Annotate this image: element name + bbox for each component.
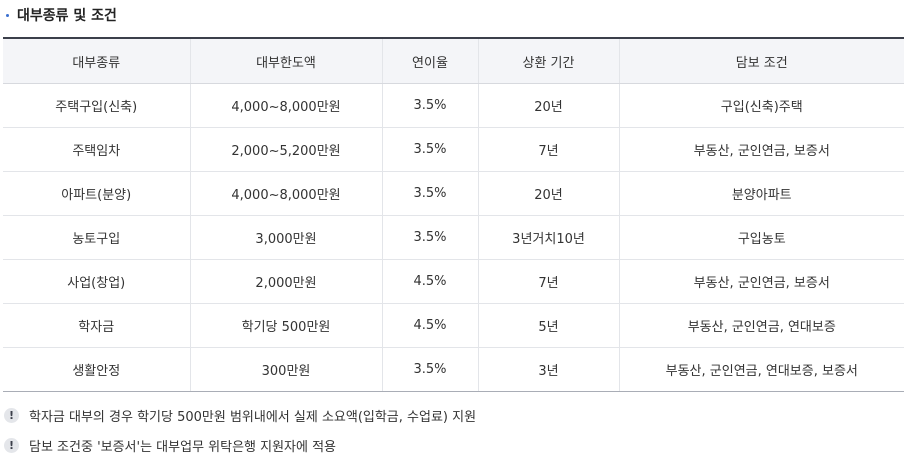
cell-repayment-period: 20년: [477, 171, 619, 216]
cell-loan-limit: 3,000만원: [189, 215, 382, 260]
cell-loan-type: 사업(창업): [3, 259, 190, 304]
notes-list: ! 학자금 대부의 경우 학기당 500만원 범위내에서 실제 소요액(입학금,…: [4, 404, 904, 464]
cell-loan-limit: 4,000~8,000만원: [189, 171, 382, 216]
table-row: 주택구입(신축) 4,000~8,000만원 3.5% 20년 구입(신축)주택: [3, 83, 904, 128]
cell-repayment-period: 3년: [477, 347, 619, 392]
table-row: 생활안정 300만원 3.5% 3년 부동산, 군인연금, 연대보증, 보증서: [3, 347, 904, 392]
table-header-row: 대부종류 대부한도액 연이율 상환 기간 담보 조건: [3, 37, 904, 84]
cell-repayment-period: 7년: [477, 127, 619, 172]
cell-interest-rate: 3.5%: [381, 215, 478, 260]
cell-collateral: 부동산, 군인연금, 연대보증: [618, 303, 904, 348]
cell-interest-rate: 3.5%: [381, 83, 478, 128]
table-row: 농토구입 3,000만원 3.5% 3년거치10년 구입농토: [3, 215, 904, 260]
table-row: 사업(창업) 2,000만원 4.5% 7년 부동산, 군인연금, 보증서: [3, 259, 904, 304]
cell-loan-type: 아파트(분양): [3, 171, 190, 216]
cell-loan-type: 학자금: [3, 303, 190, 348]
section-title: 대부종류 및 조건: [6, 6, 117, 24]
header-interest-rate: 연이율: [381, 37, 478, 84]
cell-repayment-period: 7년: [477, 259, 619, 304]
note-item: ! 학자금 대부의 경우 학기당 500만원 범위내에서 실제 소요액(입학금,…: [4, 404, 904, 426]
cell-loan-limit: 학기당 500만원: [189, 303, 382, 348]
cell-collateral: 구입(신축)주택: [618, 83, 904, 128]
header-loan-type: 대부종류: [3, 37, 190, 84]
cell-interest-rate: 3.5%: [381, 171, 478, 216]
cell-collateral: 부동산, 군인연금, 보증서: [618, 259, 904, 304]
cell-loan-limit: 2,000~5,200만원: [189, 127, 382, 172]
cell-loan-type: 주택임차: [3, 127, 190, 172]
exclamation-icon: !: [4, 407, 19, 423]
cell-collateral: 분양아파트: [618, 171, 904, 216]
note-text: 학자금 대부의 경우 학기당 500만원 범위내에서 실제 소요액(입학금, 수…: [29, 409, 477, 425]
cell-loan-limit: 4,000~8,000만원: [189, 83, 382, 128]
loan-conditions-table: 대부종류 대부한도액 연이율 상환 기간 담보 조건 주택구입(신축) 4,00…: [3, 37, 904, 392]
cell-loan-limit: 300만원: [189, 347, 382, 392]
note-text: 담보 조건중 '보증서'는 대부업무 위탁은행 지원자에 적용: [29, 439, 337, 455]
cell-loan-type: 주택구입(신축): [3, 83, 190, 128]
cell-interest-rate: 3.5%: [381, 347, 478, 392]
bullet-dot-icon: [6, 13, 9, 17]
table-row: 학자금 학기당 500만원 4.5% 5년 부동산, 군인연금, 연대보증: [3, 303, 904, 348]
cell-repayment-period: 3년거치10년: [477, 215, 619, 260]
table-row: 주택임차 2,000~5,200만원 3.5% 7년 부동산, 군인연금, 보증…: [3, 127, 904, 172]
cell-collateral: 구입농토: [618, 215, 904, 260]
cell-loan-type: 생활안정: [3, 347, 190, 392]
cell-interest-rate: 4.5%: [381, 303, 478, 348]
cell-interest-rate: 4.5%: [381, 259, 478, 304]
cell-interest-rate: 3.5%: [381, 127, 478, 172]
table-row: 아파트(분양) 4,000~8,000만원 3.5% 20년 분양아파트: [3, 171, 904, 216]
cell-collateral: 부동산, 군인연금, 연대보증, 보증서: [618, 347, 904, 392]
cell-repayment-period: 20년: [477, 83, 619, 128]
header-collateral: 담보 조건: [618, 37, 904, 84]
cell-repayment-period: 5년: [477, 303, 619, 348]
exclamation-icon: !: [4, 437, 19, 453]
header-loan-limit: 대부한도액: [189, 37, 382, 84]
header-repayment-period: 상환 기간: [477, 37, 619, 84]
cell-loan-limit: 2,000만원: [189, 259, 382, 304]
cell-collateral: 부동산, 군인연금, 보증서: [618, 127, 904, 172]
note-item: ! 담보 조건중 '보증서'는 대부업무 위탁은행 지원자에 적용: [4, 434, 904, 456]
cell-loan-type: 농토구입: [3, 215, 190, 260]
section-title-text: 대부종류 및 조건: [17, 8, 117, 24]
